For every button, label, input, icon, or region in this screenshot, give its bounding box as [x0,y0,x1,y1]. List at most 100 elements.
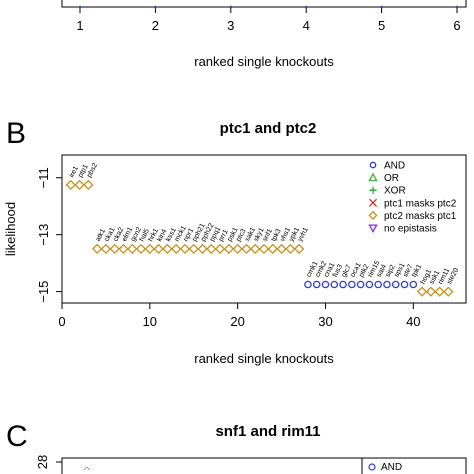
panel-b-data-point [223,243,234,255]
panel-b-data-point [374,280,382,289]
panel-b-data-point [83,179,94,191]
panel-b-legend-marker [368,224,378,233]
panel-a-x-tick-label: 1 [76,18,83,33]
panel-b-x-tick-label: 10 [143,314,157,329]
panel-b-data-point [294,243,305,255]
panel-c-letter: C [6,420,28,453]
panel-b-data-point [241,243,252,255]
panel-b-data-point [206,243,217,255]
panel-b-data-point [144,243,155,255]
panel-c-partial-mark [83,466,91,471]
panel-b-letter: B [6,117,26,150]
panel-a-data-point [380,5,383,9]
panel-b-data-point [391,280,400,289]
panel-b: B ptc1 and ptc2 0 10 20 30 40 −11 −13 −15 rank… [3,117,467,366]
panel-b-data-point [232,243,243,255]
panel-b-legend-label: XOR [384,186,406,197]
panel-b-data-point [425,286,436,297]
panel-b-legend-marker [369,186,377,194]
panel-b-data-point [197,243,208,255]
panel-b-data-point [321,280,330,289]
panel-b-point-labels: ire1ptp1pbs2atk1cka1cka2elm1gcn2hal5hrk1… [68,162,460,286]
panel-b-data-point [285,243,296,255]
panel-c-legend-marker-and [368,463,376,471]
panel-b-data-point [416,286,428,297]
panel-b-x-tick-label: 0 [58,314,65,329]
panel-b-data-point [434,286,445,297]
panel-b-legend-marker [368,210,378,220]
panel-a-x-tick-label: 6 [453,18,460,33]
panel-a-x-tick-label: 3 [227,18,234,33]
panel-b-data-point [153,243,164,255]
panel-b-y-tick-label: −11 [36,167,51,188]
panel-b-x-tick-label: 30 [318,314,332,329]
panel-b-x-axis-label: ranked single knockouts [194,351,334,366]
panel-b-legend-label: ptc2 masks ptc1 [384,211,457,222]
panel-c-plot-frame [61,457,467,474]
panel-b-title: ptc1 and ptc2 [220,120,317,137]
panel-b-data-point [356,280,365,289]
panel-a: 1 2 3 4 5 6 ranked single knockouts [61,0,467,69]
panel-b-legend-marker [368,172,378,182]
panel-b-point-label: pbs2 [86,162,99,179]
panel-b-data-point [258,243,270,255]
panel-b-data-point [162,243,173,255]
panel-b-data-point [409,280,418,289]
panel-a-data-point [229,5,233,9]
panel-b-data-point [250,243,261,255]
panel-b-x-tick-label: 20 [230,314,244,329]
panel-b-y-tick-label: −13 [36,224,51,246]
panel-b-data-point [179,243,191,255]
panel-b-data-point [400,280,409,289]
panel-b-legend-marker [368,198,378,207]
panel-b-legend-label: ptc1 masks ptc2 [384,198,457,209]
panel-b-data-point [443,286,454,297]
panel-a-plot-frame [61,0,467,8]
panel-c-title: snf1 and rim11 [215,423,320,440]
panel-b-data-point [135,243,147,255]
panel-b-data-point [339,280,347,289]
panel-b-legend-label: AND [384,161,405,172]
panel-b-data-point [276,243,287,255]
panel-a-data-point [78,5,82,9]
panel-a-data-point [304,5,308,9]
panel-b-point-label: tpk1 [411,263,423,278]
panel-b-data-point [365,280,374,289]
panel-b-data-point [330,280,339,289]
panel-b-data-point [109,243,120,255]
panel-a-x-axis-label: ranked single knockouts [194,54,334,69]
panel-b-data-point [188,243,199,255]
panel-b-y-axis-label: likelihood [3,202,18,256]
panel-b-data-point [118,243,129,255]
panel-b-plot-frame [61,154,467,304]
panel-b-data-point [214,243,226,255]
panel-b-data-point [383,280,391,289]
panel-b-legend-marker [369,161,377,169]
panel-b-data-point [92,243,103,255]
panel-b-x-axis: 0 10 20 30 40 [58,303,421,329]
panel-b-point-label: ire1 [68,165,80,179]
panel-b-y-axis: −11 −13 −15 [36,167,62,303]
panel-b-data-points [65,179,454,297]
panel-b-data-point [312,280,321,289]
panel-b-data-point [304,280,312,289]
panel-b-data-point [65,179,76,191]
panel-b-data-point [171,243,182,255]
panel-a-x-axis: 1 2 3 4 5 6 [76,5,461,33]
panel-b-legend-label: OR [384,173,399,184]
panel-a-data-point [154,5,157,9]
panel-b-data-point [74,179,85,191]
panel-b-x-tick-label: 40 [406,314,420,329]
panel-b-legend-label: no epistasis [384,224,437,235]
panel-b-data-point [100,243,112,255]
panel-c-y-tick-label: 28 [35,455,50,469]
panel-b-data-point [127,243,138,255]
panel-a-data-point [455,5,459,9]
panel-c-legend-label-and: AND [381,462,402,473]
panel-b-y-tick-label: −15 [36,281,51,303]
panel-a-x-tick-label: 5 [378,18,385,33]
panel-a-x-tick-label: 4 [303,18,310,33]
panel-a-x-tick-label: 2 [152,18,159,33]
